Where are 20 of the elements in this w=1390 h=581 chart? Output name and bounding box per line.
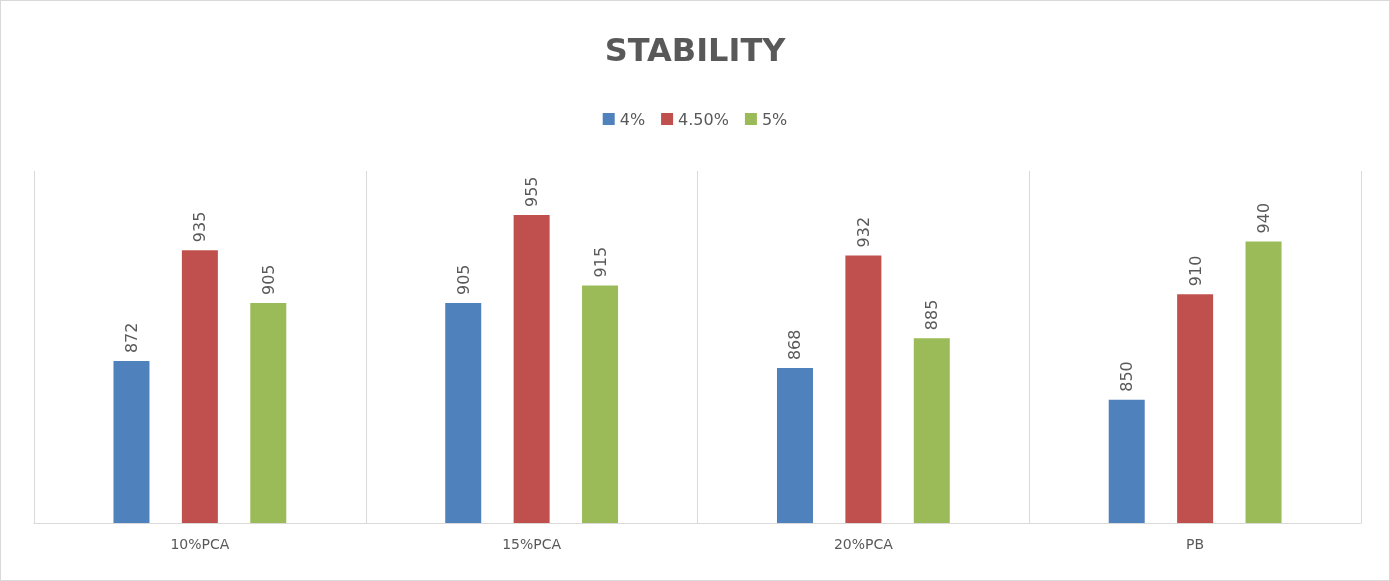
data-label: 932 [853,216,873,248]
data-label: 905 [453,264,473,295]
x-tick-label: 20%PCA [833,536,894,552]
data-label: 868 [785,329,805,361]
data-label: 955 [522,176,542,207]
data-label: 935 [190,211,210,243]
data-label: 940 [1254,202,1274,234]
x-tick-label: 15%PCA [502,536,562,552]
legend-label: 5% [761,109,788,129]
legend-label: 4% [619,109,646,129]
data-label: 915 [590,246,610,278]
chart-title: STABILITY [604,31,787,69]
legend-label: 4.50% [678,109,729,129]
data-label: 905 [258,264,278,295]
x-tick-label: 10%PCA [170,536,230,552]
x-tick-label: PB [1186,536,1205,552]
data-label: 910 [1185,255,1205,287]
data-label: 872 [121,322,141,354]
data-label: 885 [922,299,942,331]
data-label: 850 [1117,361,1137,392]
